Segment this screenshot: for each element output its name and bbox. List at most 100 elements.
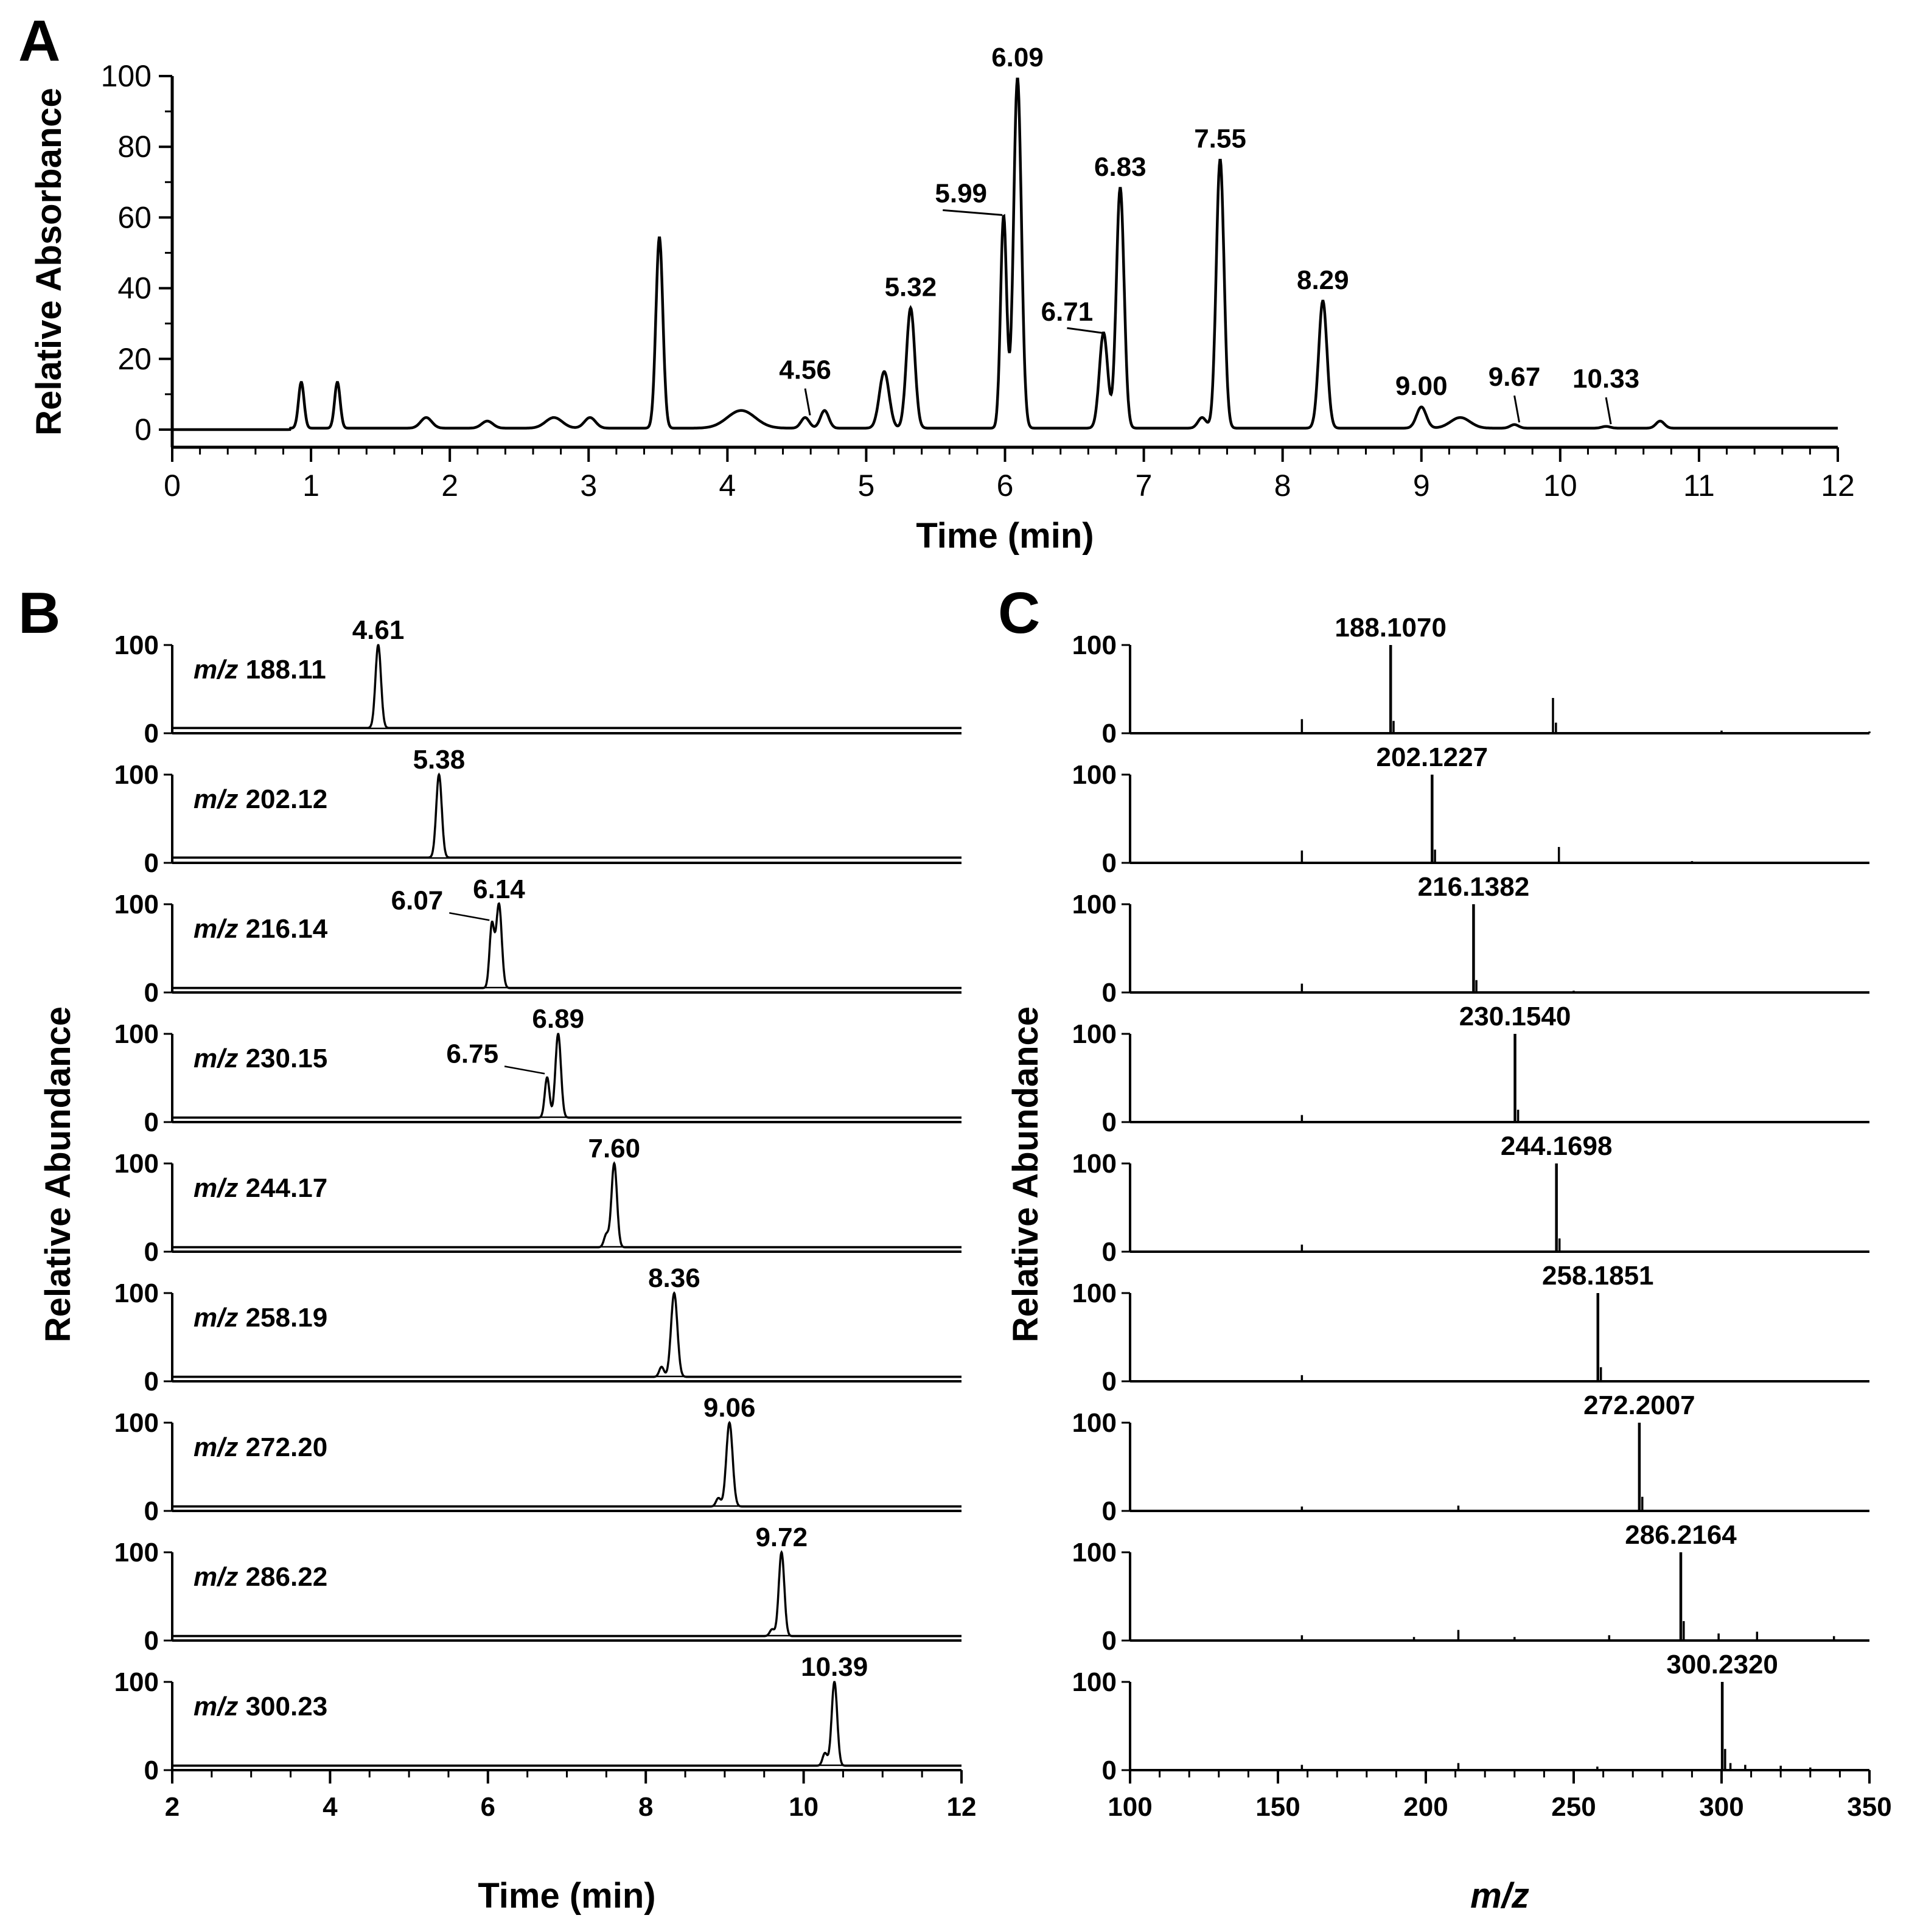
x-tick-label-c: 100 — [1108, 1792, 1152, 1822]
x-tick-label-b: 4 — [323, 1792, 338, 1822]
peak-label-a: 6.71 — [1041, 297, 1094, 327]
y-tick-label-c: 100 — [1072, 1408, 1117, 1438]
peak-leader-a — [1605, 397, 1612, 425]
x-tick-label-c: 250 — [1551, 1792, 1596, 1822]
x-tick-label-a: 12 — [1821, 469, 1855, 503]
x-tick-label-a: 7 — [1136, 469, 1153, 503]
base-peak-label-c: 272.2007 — [1583, 1390, 1695, 1420]
x-tick-label-a: 4 — [719, 469, 736, 503]
mz-value: 300.23 — [238, 1692, 327, 1721]
x-tick-label-a: 6 — [997, 469, 1014, 503]
peak-leader-b — [504, 1065, 545, 1075]
peak-label-a: 4.56 — [779, 355, 831, 385]
panel-letter-c: C — [998, 581, 1040, 646]
mz-value: 188.11 — [238, 655, 326, 685]
eic-trace-b — [172, 772, 961, 859]
y-tick-label-b: 0 — [144, 1756, 159, 1785]
y-tick-label-a: 40 — [117, 271, 152, 305]
peak-label-a: 10.33 — [1572, 364, 1639, 394]
y-tick-label-a: 60 — [117, 200, 152, 234]
x-tick-label-b: 12 — [947, 1792, 977, 1822]
mz-row-label-b: m/z 272.20 — [194, 1432, 327, 1462]
peak-leader-a — [943, 209, 1003, 216]
mz-value: 230.15 — [238, 1044, 327, 1073]
peak-label-b: 6.14 — [473, 874, 525, 904]
mz-value: 286.22 — [238, 1562, 327, 1592]
base-peak-label-c: 188.1070 — [1335, 613, 1447, 643]
peak-label-b: 4.61 — [352, 615, 405, 645]
y-tick-label-b: 0 — [144, 1237, 159, 1267]
mz-row-label-b: m/z 258.19 — [194, 1303, 327, 1333]
x-tick-label-c: 300 — [1699, 1792, 1743, 1822]
peak-label-a: 9.67 — [1488, 362, 1541, 392]
y-tick-label-c: 0 — [1102, 1496, 1117, 1526]
y-axis-title-c: Relative Abundance — [1006, 1006, 1045, 1342]
peak-leader-b — [449, 912, 490, 921]
y-tick-label-c: 0 — [1102, 1367, 1117, 1397]
mz-prefix: m/z — [194, 1562, 238, 1592]
y-tick-label-c: 0 — [1102, 1756, 1117, 1785]
eic-trace-b — [172, 1550, 961, 1637]
x-tick-label-a: 9 — [1413, 469, 1430, 503]
x-tick-label-a: 8 — [1274, 469, 1291, 503]
peak-label-a: 6.83 — [1094, 152, 1146, 182]
panel-letter-a: A — [18, 9, 60, 74]
y-tick-label-c: 100 — [1072, 1019, 1117, 1049]
peak-label-b: 10.39 — [801, 1652, 868, 1682]
eic-trace-b — [172, 1291, 961, 1378]
chromatogram-trace-a — [172, 77, 1838, 431]
y-tick-label-c: 100 — [1072, 1667, 1117, 1697]
peak-label-b: 6.07 — [391, 885, 444, 915]
y-tick-label-c: 100 — [1072, 1278, 1117, 1308]
y-tick-label-c: 100 — [1072, 630, 1117, 660]
x-tick-label-b: 8 — [638, 1792, 653, 1822]
base-peak-label-c: 202.1227 — [1377, 742, 1488, 772]
mz-value: 216.14 — [238, 914, 327, 944]
base-peak-label-c: 230.1540 — [1459, 1002, 1571, 1031]
mz-prefix: m/z — [194, 655, 238, 685]
x-tick-label-a: 2 — [441, 469, 458, 503]
peak-label-a: 6.09 — [991, 43, 1044, 72]
eic-trace-b — [172, 1161, 961, 1249]
mz-row-label-b: m/z 230.15 — [194, 1044, 327, 1073]
mz-row-label-b: m/z 244.17 — [194, 1173, 327, 1203]
base-peak-label-c: 258.1851 — [1542, 1261, 1654, 1291]
y-tick-label-b: 100 — [114, 1278, 159, 1308]
eic-trace-b — [172, 644, 961, 730]
mz-row-label-b: m/z 216.14 — [194, 914, 328, 944]
x-tick-label-c: 150 — [1255, 1792, 1300, 1822]
peak-label-b: 6.75 — [446, 1039, 498, 1069]
y-tick-label-c: 0 — [1102, 1107, 1117, 1137]
mz-value: 258.19 — [238, 1303, 327, 1333]
y-tick-label-b: 100 — [114, 1019, 159, 1049]
mz-prefix: m/z — [194, 1432, 238, 1462]
y-tick-label-c: 0 — [1102, 978, 1117, 1008]
y-tick-label-b: 100 — [114, 760, 159, 790]
base-peak-label-c: 244.1698 — [1501, 1131, 1613, 1161]
x-tick-label-b: 6 — [481, 1792, 495, 1822]
y-tick-label-a: 100 — [101, 59, 152, 93]
peak-label-a: 7.55 — [1194, 124, 1246, 153]
mz-value: 272.20 — [238, 1432, 327, 1462]
x-tick-label-c: 200 — [1403, 1792, 1448, 1822]
x-tick-label-a: 3 — [580, 469, 597, 503]
y-tick-label-c: 100 — [1072, 890, 1117, 919]
mz-row-label-b: m/z 202.12 — [194, 784, 327, 814]
y-tick-label-b: 0 — [144, 1626, 159, 1656]
x-axis-title-a: Time (min) — [916, 516, 1094, 556]
y-tick-label-c: 0 — [1102, 719, 1117, 748]
peak-label-a: 8.29 — [1297, 265, 1349, 295]
y-tick-label-c: 100 — [1072, 760, 1117, 790]
y-tick-label-b: 0 — [144, 848, 159, 878]
mz-row-label-b: m/z 300.23 — [194, 1692, 327, 1721]
peak-label-a: 5.32 — [885, 272, 937, 302]
mz-row-label-b: m/z 188.11 — [194, 655, 326, 685]
eic-trace-b — [172, 1420, 961, 1508]
mz-value: 244.17 — [238, 1173, 327, 1203]
mz-prefix: m/z — [194, 1173, 238, 1203]
y-tick-label-b: 0 — [144, 1496, 159, 1526]
peak-leader-a — [804, 388, 811, 416]
